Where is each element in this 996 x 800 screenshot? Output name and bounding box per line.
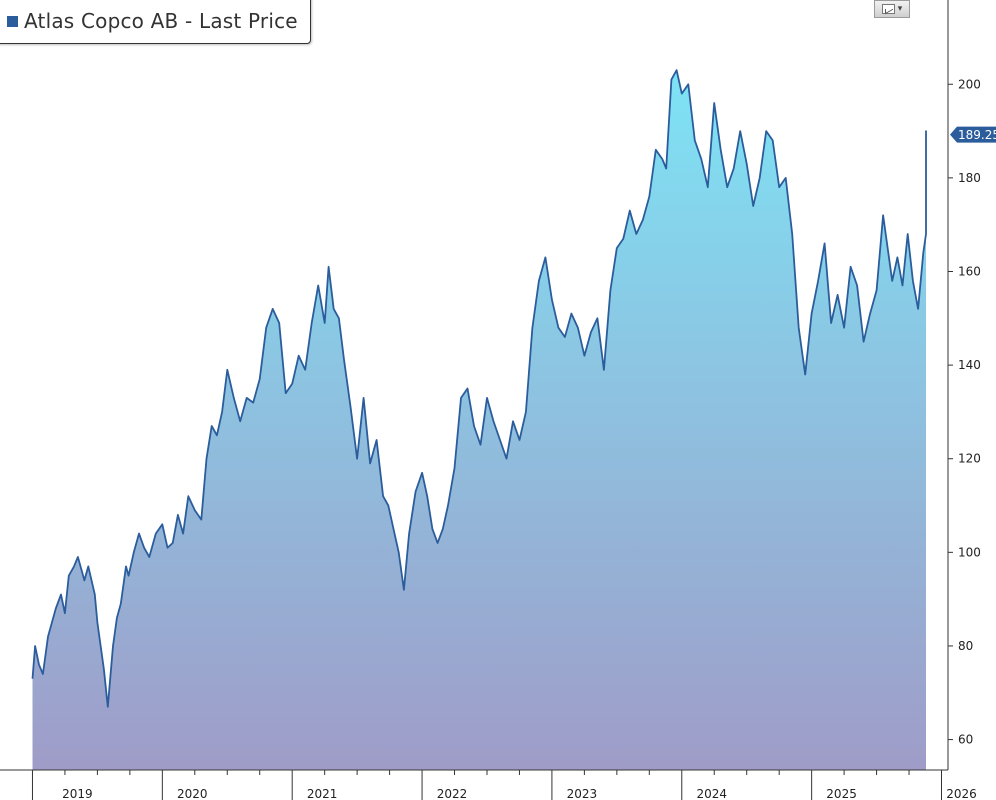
x-tick-label: 2025: [826, 787, 857, 800]
legend: Atlas Copco AB - Last Price: [0, 0, 311, 44]
y-tick-label: 200: [958, 77, 981, 91]
price-line: [31, 69, 927, 708]
x-tick-label: 2019: [62, 787, 93, 800]
x-axis-ticks: 2019 2020 2021 2022 2023 2024 2025 2026: [31, 770, 977, 800]
y-tick-label: 100: [958, 545, 981, 559]
chart-type-button[interactable]: ▾: [874, 0, 910, 18]
x-tick-label: 2024: [696, 787, 727, 800]
last-price-marker: 189.25: [950, 126, 996, 143]
x-tick-label: 2021: [307, 787, 338, 800]
y-tick-label: 160: [958, 264, 981, 278]
price-area-fill: [32, 70, 926, 770]
y-tick-label: 140: [958, 358, 981, 372]
x-tick-label: 2023: [567, 787, 598, 800]
y-tick-label: 80: [958, 639, 973, 653]
x-tick-label: 2020: [177, 787, 208, 800]
y-tick-label: 60: [958, 733, 973, 747]
y-tick-label: 120: [958, 452, 981, 466]
x-tick-label: 2022: [437, 787, 468, 800]
legend-swatch: [7, 15, 18, 27]
last-price-text: 189.25: [958, 128, 996, 142]
line-chart-icon: [881, 4, 895, 14]
y-axis-ticks: 60 80 100 120 140 160 180 200: [948, 77, 981, 747]
legend-label: Atlas Copco AB - Last Price: [24, 9, 298, 33]
x-tick-label: 2026: [946, 787, 977, 800]
last-price-tag: [950, 126, 996, 143]
dropdown-arrow-icon: ▾: [897, 4, 903, 14]
y-tick-label: 180: [958, 171, 981, 185]
